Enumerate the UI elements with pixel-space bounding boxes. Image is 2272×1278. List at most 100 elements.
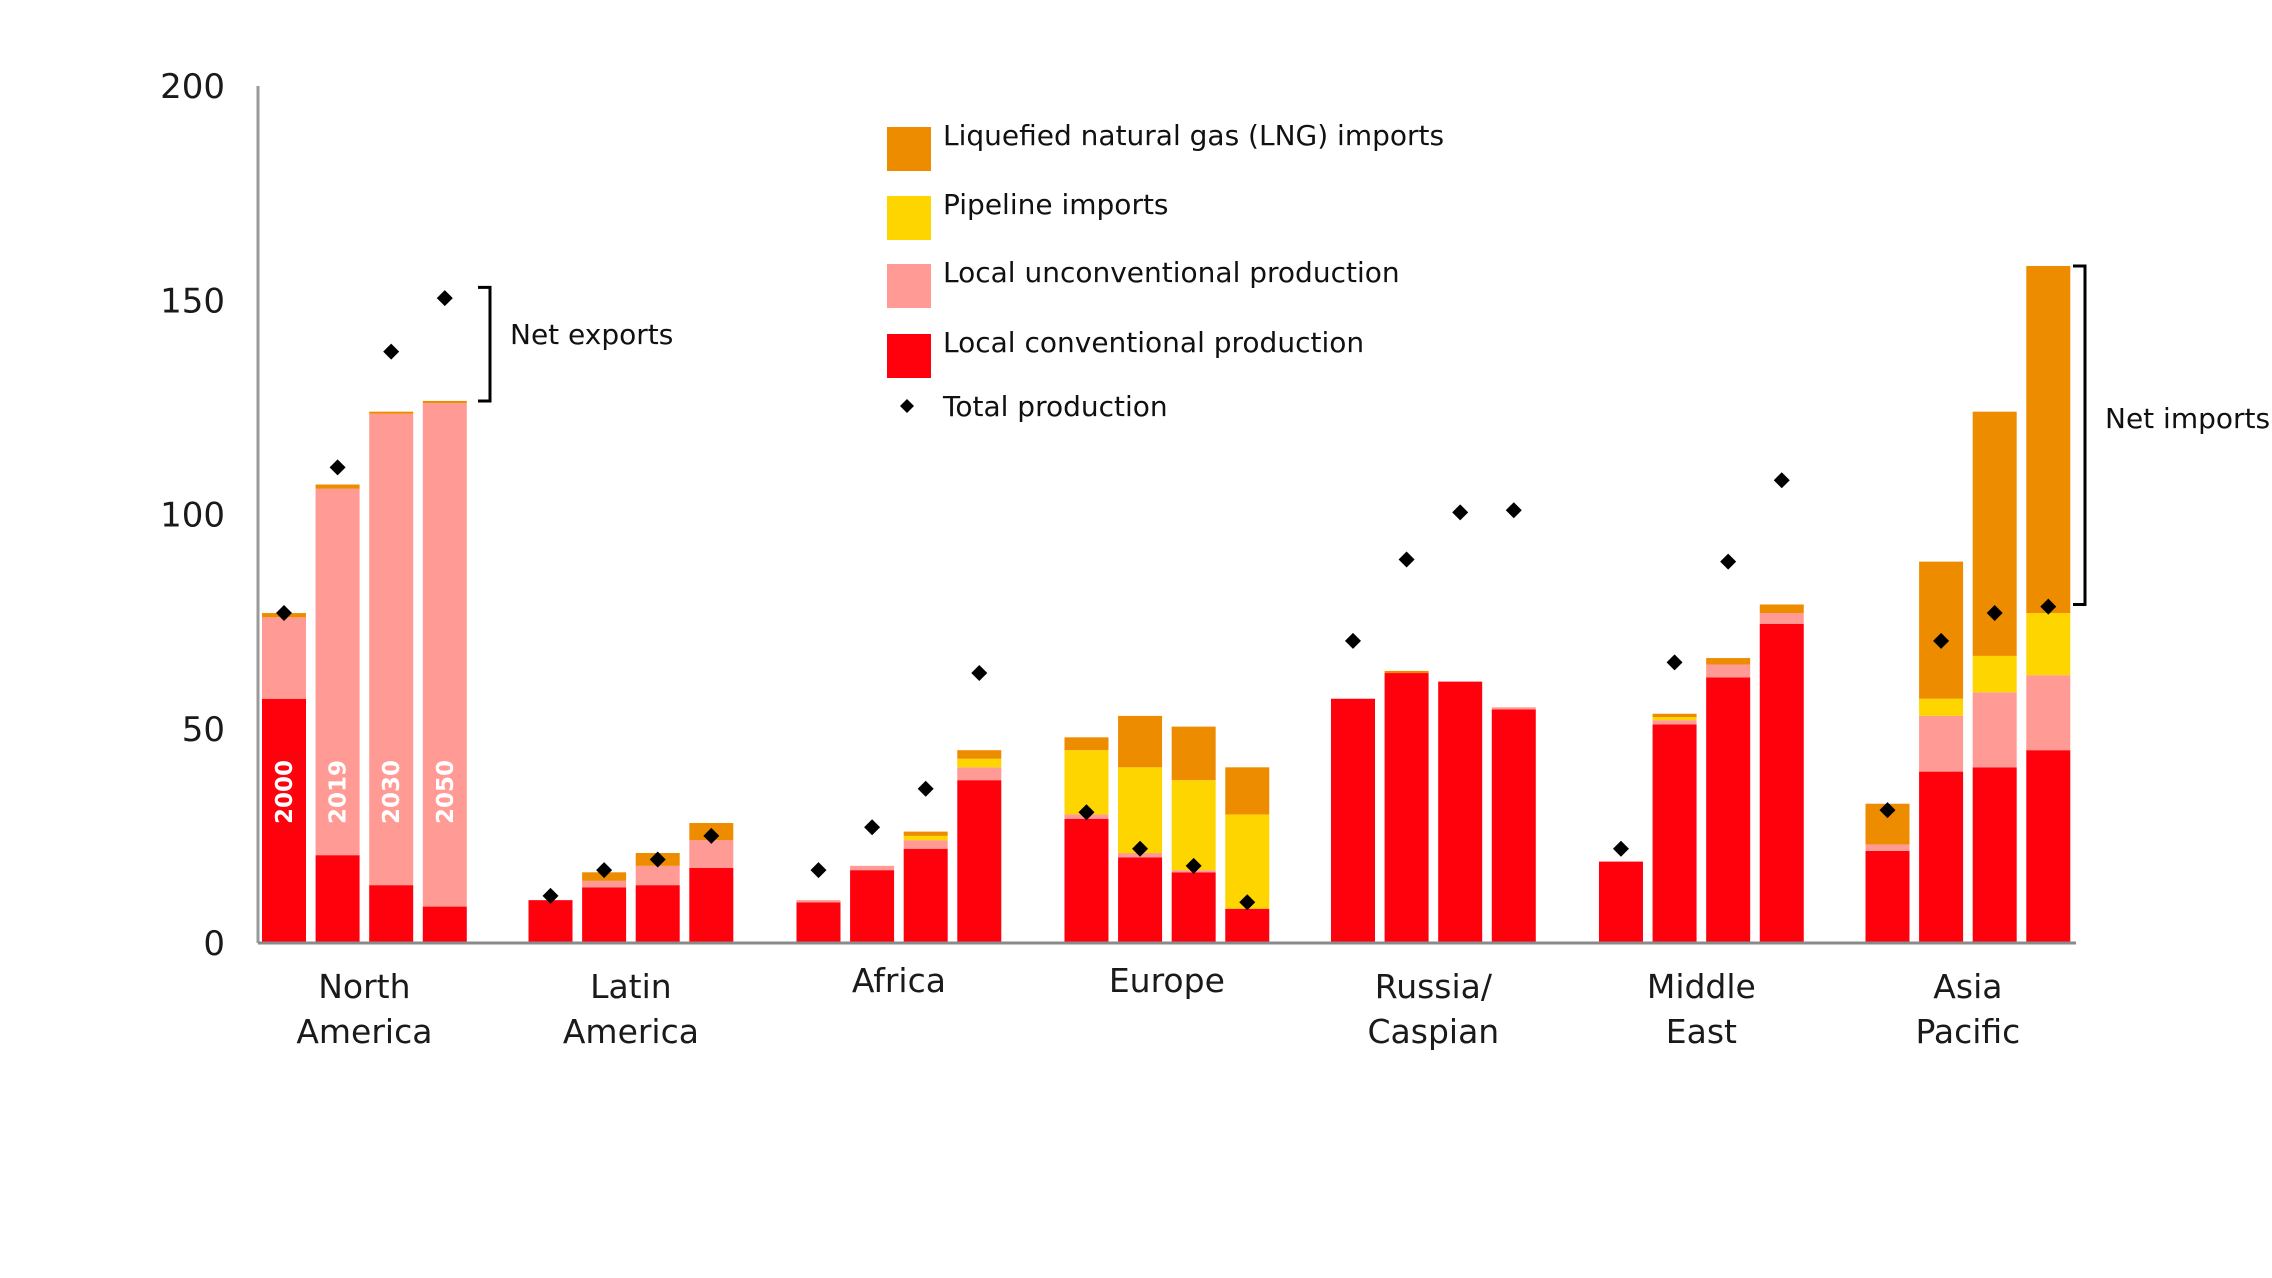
category-label-line: Europe	[1109, 961, 1225, 1000]
total-production-marker	[864, 819, 881, 836]
total-production-marker	[2040, 598, 2057, 615]
total-production-marker	[1773, 472, 1790, 489]
category-labels: North America Latin America Africa Europe Russ…	[296, 961, 2020, 1051]
category-label-line: North	[318, 967, 410, 1006]
category-label-line: America	[563, 1012, 699, 1051]
category-label: Latin America	[563, 967, 699, 1051]
annotation-label: Net exports	[510, 318, 673, 351]
category-label-line: Asia	[1933, 967, 2002, 1006]
total-production-marker	[1666, 654, 1683, 671]
bar-segment-local-conventional-production	[582, 887, 627, 943]
legend-label: Pipeline imports	[943, 188, 1169, 221]
category-label-line: Latin	[590, 967, 672, 1006]
legend-swatch	[887, 196, 931, 240]
bar-segment-pipeline-imports	[1919, 698, 1964, 716]
bar-segment-liquefied-natural-gas-lng-imports	[957, 750, 1002, 759]
legend-diamond-icon	[900, 399, 914, 413]
legend-label: Liquefied natural gas (LNG) imports	[943, 119, 1444, 152]
bar-segment-local-unconventional-production	[1706, 664, 1751, 678]
category-label: Europe	[1109, 961, 1225, 1000]
bar-segment-local-conventional-production	[796, 902, 841, 943]
total-production-marker	[383, 343, 400, 360]
category-label-line: America	[296, 1012, 432, 1051]
bar-segment-liquefied-natural-gas-lng-imports	[315, 484, 360, 489]
bar-segment-liquefied-natural-gas-lng-imports	[2026, 265, 2071, 614]
bar-segment-pipeline-imports	[1118, 767, 1163, 854]
bar-segment-pipeline-imports	[1225, 814, 1270, 909]
annotation-bracket	[2073, 264, 2087, 606]
legend-swatch	[887, 264, 931, 308]
bar-segment-local-conventional-production	[1171, 872, 1216, 943]
bar-segment-liquefied-natural-gas-lng-imports	[1759, 604, 1804, 614]
bar-segment-local-unconventional-production	[1652, 720, 1697, 725]
bar-segment-liquefied-natural-gas-lng-imports	[1706, 658, 1751, 665]
year-label: 2019	[326, 760, 352, 824]
bar-segment-local-unconventional-production	[315, 488, 360, 856]
annotation-label: Net imports	[2105, 402, 2270, 435]
bar-segment-local-conventional-production	[1225, 908, 1270, 943]
total-production-marker	[703, 827, 720, 844]
total-production-marker	[917, 780, 934, 797]
bar-segment-liquefied-natural-gas-lng-imports	[422, 400, 467, 404]
bar-segment-local-unconventional-production	[422, 403, 467, 907]
legend-label: Total production	[942, 390, 1168, 423]
legend-swatch	[887, 334, 931, 378]
bar-segment-local-conventional-production	[1652, 724, 1697, 943]
bar-segment-liquefied-natural-gas-lng-imports	[1118, 715, 1163, 768]
category-label-line: Africa	[852, 961, 946, 1000]
bar-segment-local-conventional-production	[1706, 677, 1751, 943]
total-production-marker	[596, 862, 613, 879]
y-tick-label: 0	[203, 924, 225, 964]
annotations: Net exports Net imports	[478, 264, 2270, 606]
total-production-marker	[1239, 894, 1256, 911]
bar-segment-local-unconventional-production	[1759, 613, 1804, 624]
category-label-line: Pacific	[1915, 1012, 2020, 1051]
bar-segment-local-unconventional-production	[1972, 692, 2017, 768]
bar-segment-local-conventional-production	[635, 885, 680, 943]
bar-segment-local-conventional-production	[957, 780, 1002, 943]
year-label: 2000	[272, 760, 298, 824]
bar-segment-local-conventional-production	[1384, 673, 1429, 943]
bar-segment-local-unconventional-production	[796, 900, 841, 903]
bar-segment-local-conventional-production	[315, 855, 360, 943]
bar-segment-pipeline-imports	[2026, 613, 2071, 676]
bar-segment-local-conventional-production	[528, 900, 573, 943]
total-production-marker	[1398, 551, 1415, 568]
legend-label: Local unconventional production	[943, 256, 1400, 289]
bar-segment-local-conventional-production	[1972, 767, 2017, 943]
y-tick-label: 150	[160, 281, 225, 321]
bar-segment-pipeline-imports	[957, 758, 1002, 768]
total-production-marker	[1612, 840, 1629, 857]
category-label: Russia/Caspian	[1368, 967, 1500, 1051]
bar-segment-local-unconventional-production	[635, 865, 680, 886]
total-production-marker	[1185, 857, 1202, 874]
y-tick-label: 200	[160, 67, 225, 107]
year-labels: 2000 2019 2030 2050	[272, 760, 459, 824]
bar-segment-local-conventional-production	[2026, 750, 2071, 943]
bar-segment-local-conventional-production	[689, 868, 734, 943]
total-production-marker	[329, 459, 346, 476]
bar-segment-local-conventional-production	[903, 848, 948, 943]
total-production-marker	[1986, 605, 2003, 622]
bar-segment-local-conventional-production	[1759, 623, 1804, 943]
bar-segment-local-conventional-production	[1865, 850, 1910, 943]
legend-label: Local conventional production	[943, 326, 1364, 359]
category-label-line: Russia/	[1375, 967, 1493, 1006]
legend: Liquefied natural gas (LNG) imports Pipel…	[887, 119, 1444, 423]
bar-segment-local-unconventional-production	[850, 865, 895, 871]
bar-segment-local-unconventional-production	[1865, 844, 1910, 851]
bar-segment-liquefied-natural-gas-lng-imports	[903, 831, 948, 836]
bar-segment-local-conventional-production	[1919, 771, 1964, 943]
bar-segment-liquefied-natural-gas-lng-imports	[1171, 726, 1216, 781]
bar-segment-local-conventional-production	[850, 870, 895, 943]
bar-segment-liquefied-natural-gas-lng-imports	[1225, 767, 1270, 815]
bar-segment-liquefied-natural-gas-lng-imports	[1384, 670, 1429, 674]
legend-swatch	[887, 127, 931, 171]
category-label: Asia Pacific	[1915, 967, 2020, 1051]
bars-layer	[261, 265, 2071, 943]
bar-segment-local-conventional-production	[369, 885, 414, 943]
total-production-marker	[971, 665, 988, 682]
total-production-marker	[1344, 632, 1361, 649]
bar-segment-local-conventional-production	[1598, 861, 1643, 943]
